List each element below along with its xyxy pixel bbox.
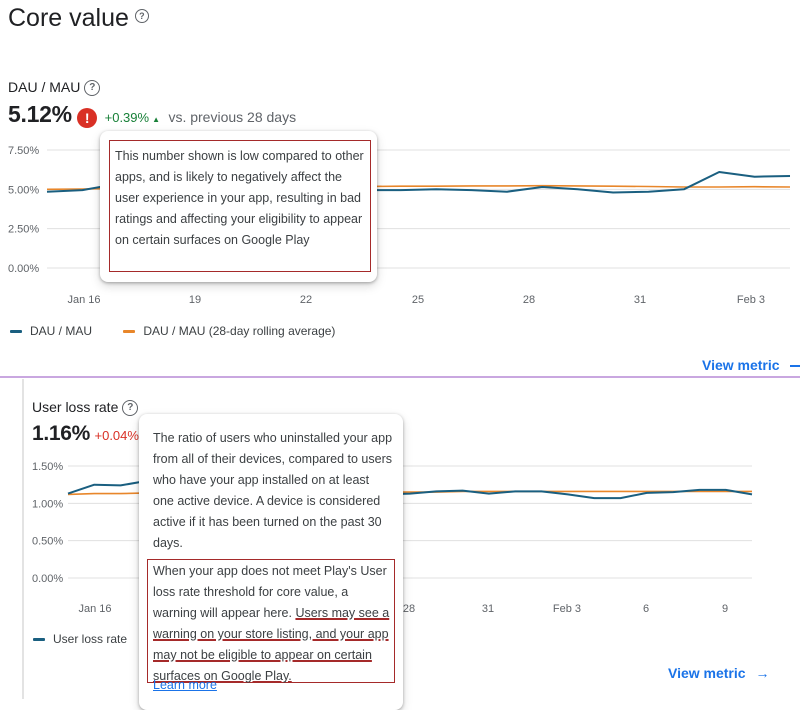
legend-label: User loss rate (53, 632, 128, 646)
dau-mau-comparison: vs. previous 28 days (168, 109, 297, 125)
y-tick-label: 2.50% (8, 224, 39, 236)
dau-mau-label: DAU / MAU? (8, 79, 101, 97)
user-loss-tooltip: The ratio of users who uninstalled your … (139, 414, 403, 710)
y-tick-label: 5.00% (8, 184, 39, 196)
legend-swatch (33, 638, 45, 642)
x-tick-label: 25 (412, 294, 424, 306)
user-loss-summary: 1.16% +0.04% (32, 422, 139, 446)
user-loss-rate-label-text: User loss rate (32, 399, 119, 415)
x-tick-label: 22 (300, 294, 312, 306)
user-loss-rate-label: User loss rate? (32, 399, 139, 417)
x-tick-label: 28 (523, 294, 535, 306)
legend-label: DAU / MAU (28-day rolling average) (143, 324, 336, 338)
dau-mau-delta: +0.39% (104, 110, 150, 125)
dau-mau-label-text: DAU / MAU (8, 79, 81, 95)
arrow-right-icon[interactable]: → (755, 665, 770, 681)
x-tick-label: Feb 3 (553, 603, 581, 615)
legend-item-rolling-average: DAU / MAU (28-day rolling average) (123, 324, 335, 338)
user-loss-delta: +0.04% (94, 428, 139, 443)
dau-mau-tooltip: This number shown is low compared to oth… (100, 131, 377, 282)
x-tick-label: 31 (634, 294, 646, 306)
dau-mau-summary: 5.12% ! +0.39% ▲ vs. previous 28 days (8, 101, 296, 128)
legend-swatch (123, 330, 136, 334)
x-tick-label: 9 (722, 603, 728, 615)
dau-mau-legend: DAU / MAU DAU / MAU (28-day rolling aver… (10, 324, 335, 338)
legend-item-dau-mau: DAU / MAU (10, 324, 92, 338)
card-left-border (22, 379, 24, 699)
tooltip-text: This number shown is low compared to oth… (115, 149, 364, 247)
y-tick-label: 0.00% (8, 263, 39, 275)
x-tick-label: 6 (643, 603, 649, 615)
learn-more-link[interactable]: Learn more (153, 678, 217, 692)
view-metric-text[interactable]: View metric (668, 665, 746, 681)
y-tick-label: 1.00% (32, 498, 63, 510)
tooltip-highlight-box (109, 140, 371, 272)
legend-label: DAU / MAU (30, 324, 93, 338)
alert-icon[interactable]: ! (77, 107, 98, 128)
tooltip-warning-text: When your app does not meet Play's User … (153, 561, 393, 687)
user-loss-legend: User loss rate (33, 632, 127, 646)
legend-item-user-loss-rate: User loss rate (33, 632, 127, 646)
x-tick-label: 28 (403, 603, 415, 615)
view-metric-link[interactable]: View metric (702, 357, 780, 373)
x-tick-label: 19 (189, 294, 201, 306)
arrow-right-icon[interactable] (790, 365, 800, 367)
help-icon[interactable]: ? (122, 400, 139, 417)
tooltip-intro-text: The ratio of users who uninstalled your … (153, 431, 393, 550)
x-tick-label: 31 (482, 603, 494, 615)
tooltip-highlight-box (147, 559, 395, 683)
y-tick-label: 1.50% (32, 461, 63, 473)
x-tick-label: Feb 3 (737, 294, 765, 306)
user-loss-value: 1.16% (32, 422, 91, 445)
page-title: Core value? (8, 4, 149, 33)
x-tick-label: Jan 16 (78, 603, 111, 615)
view-metric-link[interactable]: View metric → (668, 665, 769, 681)
trend-up-icon: ▲ (152, 115, 160, 124)
help-icon[interactable]: ? (84, 80, 101, 97)
dau-mau-value: 5.12% (8, 101, 72, 127)
legend-swatch (10, 330, 22, 334)
help-icon[interactable]: ? (134, 9, 149, 24)
tooltip-warning-emphasis: Users may see a warning on your store li… (153, 606, 390, 683)
x-tick-label: Jan 16 (67, 294, 100, 306)
tooltip-warning-plain: When your app does not meet Play's User … (153, 564, 387, 620)
y-tick-label: 0.50% (32, 536, 63, 548)
section-divider (0, 376, 800, 378)
y-tick-label: 7.50% (8, 145, 39, 157)
page-title-text: Core value (8, 4, 129, 32)
y-tick-label: 0.00% (32, 573, 63, 585)
